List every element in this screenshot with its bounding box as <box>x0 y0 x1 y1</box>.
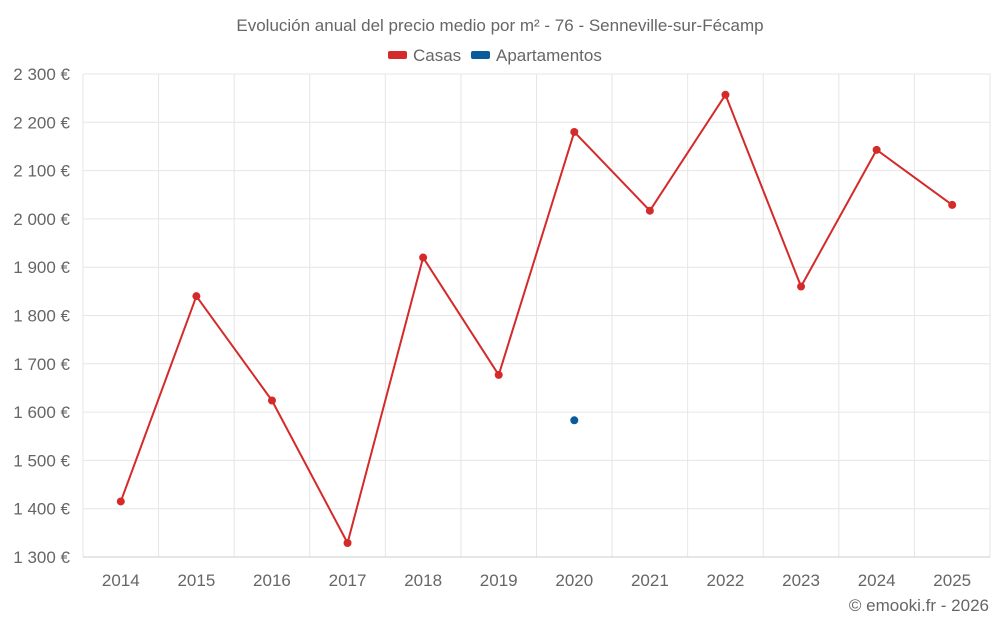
y-tick-label: 1 900 € <box>13 258 70 277</box>
data-point-casas[interactable] <box>116 497 125 506</box>
x-tick-label: 2018 <box>404 571 442 590</box>
x-tick-label: 2024 <box>858 571 896 590</box>
y-tick-label: 2 100 € <box>13 162 70 181</box>
y-tick-label: 2 200 € <box>13 113 70 132</box>
y-tick-label: 1 400 € <box>13 500 70 519</box>
chart-title: Evolución anual del precio medio por m² … <box>236 16 763 35</box>
grid <box>82 73 991 558</box>
legend-item-apartamentos[interactable]: Apartamentos <box>471 46 602 65</box>
data-point-casas[interactable] <box>948 200 957 209</box>
data-point-casas[interactable] <box>419 253 428 262</box>
y-tick-label: 1 600 € <box>13 403 70 422</box>
y-tick-label: 1 700 € <box>13 355 70 374</box>
x-tick-label: 2014 <box>102 571 140 590</box>
x-tick-label: 2020 <box>555 571 593 590</box>
data-point-casas[interactable] <box>570 127 579 136</box>
y-tick-label: 2 000 € <box>13 210 70 229</box>
data-point-casas[interactable] <box>343 538 352 547</box>
series-apartamentos <box>570 416 579 425</box>
legend-label-casas: Casas <box>413 46 461 65</box>
x-tick-label: 2025 <box>933 571 971 590</box>
credit-text: © emooki.fr - 2026 <box>849 596 989 615</box>
y-tick-label: 1 500 € <box>13 451 70 470</box>
legend-swatch-casas <box>388 51 407 59</box>
data-point-casas[interactable] <box>797 282 806 291</box>
x-tick-label: 2015 <box>177 571 215 590</box>
legend: Casas Apartamentos <box>388 46 602 65</box>
series-layer <box>116 90 957 547</box>
x-tick-label: 2023 <box>782 571 820 590</box>
y-tick-label: 2 300 € <box>13 65 70 84</box>
legend-label-apartamentos: Apartamentos <box>496 46 602 65</box>
y-tick-label: 1 800 € <box>13 307 70 326</box>
data-point-casas[interactable] <box>192 292 201 301</box>
data-point-casas[interactable] <box>494 370 503 379</box>
x-tick-label: 2022 <box>707 571 745 590</box>
data-point-apartamentos[interactable] <box>570 416 579 425</box>
x-axis: 2014 2015 2016 2017 2018 2019 2020 2021 2022 2023… <box>102 571 971 590</box>
series-casas <box>116 90 957 547</box>
x-tick-label: 2021 <box>631 571 669 590</box>
x-tick-label: 2016 <box>253 571 291 590</box>
y-tick-label: 1 300 € <box>13 548 70 567</box>
legend-swatch-apartamentos <box>471 51 490 59</box>
data-point-casas[interactable] <box>721 90 730 99</box>
y-axis: 1 300 € 1 400 € 1 500 € 1 600 € 1 700 € 1 800… <box>13 65 70 567</box>
x-tick-label: 2019 <box>480 571 518 590</box>
legend-item-casas[interactable]: Casas <box>388 46 461 65</box>
series-line-casas[interactable] <box>119 93 954 544</box>
data-point-casas[interactable] <box>267 396 276 405</box>
x-tick-label: 2017 <box>329 571 367 590</box>
data-point-casas[interactable] <box>645 206 654 215</box>
data-point-casas[interactable] <box>872 145 881 154</box>
